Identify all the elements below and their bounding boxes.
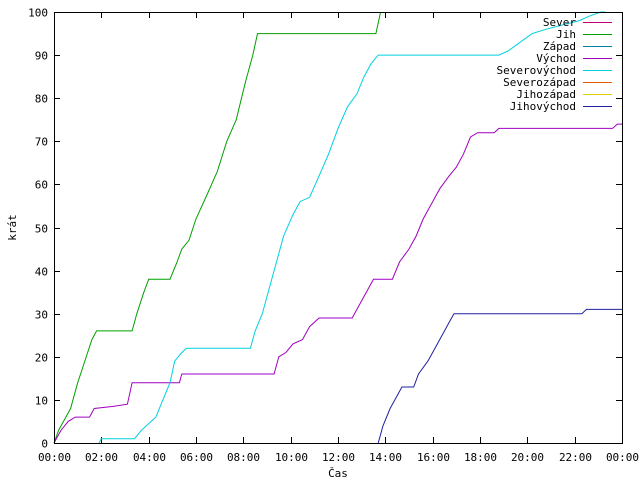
y-tick-label: 30 (35, 309, 48, 322)
x-tick-label: 04:00 (133, 451, 166, 464)
x-tick-label: 02:00 (85, 451, 118, 464)
y-tick-label: 40 (35, 266, 48, 279)
y-tick-label: 50 (35, 223, 48, 236)
x-tick-label: 18:00 (464, 451, 497, 464)
y-tick-label: 60 (35, 179, 48, 192)
x-axis-label: Čas (328, 467, 348, 480)
series-line-jihovýchod (377, 308, 622, 444)
x-tick-label: 12:00 (322, 451, 355, 464)
y-axis-label: krát (6, 214, 19, 241)
legend-label: Severovýchod (497, 64, 576, 77)
y-tick-label: 0 (41, 438, 48, 451)
y-tick-label: 70 (35, 136, 48, 149)
x-tick-label: 00:00 (606, 451, 639, 464)
series-line-východ (53, 123, 622, 444)
y-tick-label: 20 (35, 352, 48, 365)
legend-label: Západ (543, 40, 576, 53)
plot-frame (54, 12, 623, 444)
y-tick-label: 100 (28, 7, 48, 20)
x-tick-label: 00:00 (38, 451, 71, 464)
x-tick-label: 20:00 (511, 451, 544, 464)
legend-label: Jihozápad (516, 88, 576, 101)
legend-label: Sever (543, 16, 576, 29)
y-tick-label: 10 (35, 395, 48, 408)
series-line-severovýchod (98, 11, 606, 444)
legend-label: Severozápad (503, 76, 576, 89)
y-tick-label: 90 (35, 50, 48, 63)
series-line-jih (53, 11, 382, 444)
x-tick-label: 14:00 (369, 451, 402, 464)
series-layer (53, 11, 622, 444)
x-tick-label: 08:00 (227, 451, 260, 464)
tick-layer: 0 10 20 30 40 50 60 70 80 90 100 00:00 02:00 04:00 06:… (28, 7, 639, 465)
x-tick-label: 10:00 (275, 451, 308, 464)
legend-label: Východ (536, 52, 576, 65)
x-tick-label: 06:00 (180, 451, 213, 464)
legend: SeverJihZápadVýchodSeverovýchodSeverozáp… (497, 16, 612, 113)
x-tick-label: 16:00 (417, 451, 450, 464)
legend-label: Jihovýchod (510, 100, 576, 113)
legend-label: Jih (556, 28, 576, 41)
x-tick-label: 22:00 (559, 451, 592, 464)
y-tick-label: 80 (35, 93, 48, 106)
